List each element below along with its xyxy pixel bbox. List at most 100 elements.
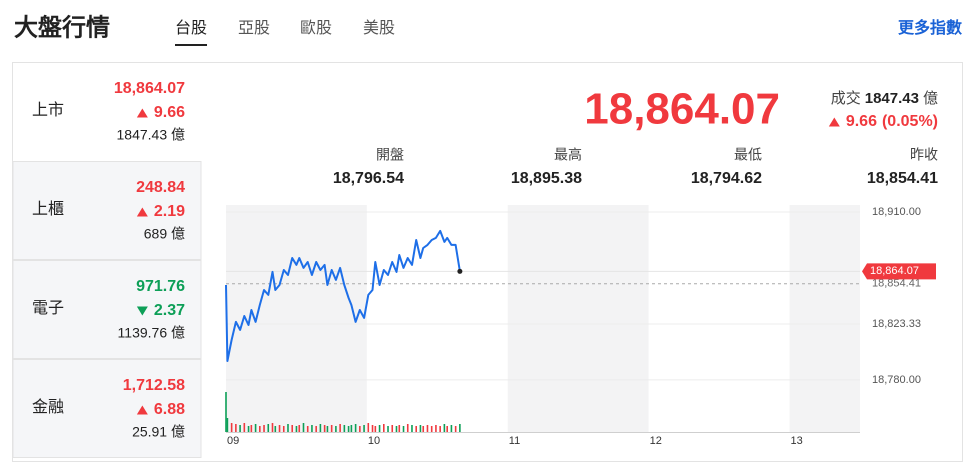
volume-bar [347, 426, 350, 432]
tab[interactable]: 亞股 [238, 19, 270, 37]
index-price: 248.84 [136, 179, 185, 196]
volume-value: 1847.43 [865, 90, 919, 107]
volume-bar [302, 423, 305, 432]
change-triangle [136, 405, 148, 415]
change-value: 9.66 [846, 113, 877, 130]
volume-bar [339, 424, 341, 432]
index-name: 上櫃 [32, 200, 64, 218]
volume-bar [363, 425, 365, 432]
volume-bar [295, 426, 298, 432]
day-band [366, 205, 508, 432]
stat-label: 最低 [734, 147, 762, 163]
volume-bar [350, 425, 353, 432]
tab[interactable]: 美股 [363, 19, 395, 37]
stat-label: 開盤 [376, 147, 404, 163]
volume-bar [359, 426, 361, 432]
volume-bar [274, 426, 277, 432]
volume-bar [315, 426, 317, 432]
change-triangle [828, 117, 840, 127]
stat-value: 18,895.38 [511, 170, 582, 187]
prev-close-label: 18,854.41 [872, 278, 921, 290]
change-triangle [136, 306, 148, 316]
volume-bar [330, 425, 333, 432]
volume-bar [378, 425, 381, 432]
volume-bar [230, 423, 233, 432]
volume-label: 成交 [831, 89, 861, 107]
volume-bar [271, 423, 274, 432]
volume-bar [250, 425, 253, 432]
volume-bar [459, 424, 461, 432]
index-name: 上市 [32, 101, 64, 119]
volume-unit: 億 [923, 90, 938, 107]
y-tick-label: 18,823.33 [872, 318, 921, 330]
y-tick-label: 18,910.00 [872, 206, 921, 218]
volume-bar [291, 425, 294, 432]
tab[interactable]: 台股 [175, 19, 207, 37]
sidebar-row[interactable] [12, 260, 202, 359]
volume-bar [395, 426, 398, 432]
volume-bar [282, 426, 285, 432]
volume-bar [306, 426, 309, 432]
volume-bar [323, 425, 326, 432]
volume-bar [374, 426, 377, 432]
more-link[interactable]: 更多指數 [898, 18, 962, 37]
volume-bar [443, 424, 446, 432]
index-change: 2.37 [154, 302, 185, 319]
index-name: 金融 [32, 398, 64, 416]
volume-bar [430, 426, 433, 432]
x-tick-label: 12 [650, 435, 662, 447]
volume-bar [326, 426, 329, 432]
index-price: 18,864.07 [114, 80, 185, 97]
volume-bar [422, 426, 425, 432]
index-change: 6.88 [154, 401, 185, 418]
change-pct: (0.05%) [882, 113, 938, 130]
sidebar-row[interactable] [12, 161, 202, 260]
volume-bar [367, 423, 370, 432]
quote-volume: 成交 1847.43 億 [831, 89, 938, 107]
index-change: 9.66 [154, 104, 185, 121]
last-price-label: 18,864.07 [870, 265, 919, 277]
volume-bar [402, 426, 405, 432]
index-volume: 1847.43 億 [117, 127, 186, 143]
index-price: 1,712.58 [123, 377, 185, 394]
day-band [226, 205, 367, 432]
sidebar-row[interactable] [12, 359, 202, 458]
volume-bar [446, 426, 448, 432]
change-triangle [136, 108, 148, 118]
sidebar-row-selected[interactable] [13, 63, 201, 160]
volume-bar [371, 425, 374, 432]
volume-bar [411, 425, 413, 432]
volume-bar [435, 425, 437, 432]
tab[interactable]: 歐股 [300, 19, 332, 37]
index-volume: 1139.76 億 [118, 325, 185, 341]
volume-bar [454, 426, 457, 432]
volume-bar [426, 425, 429, 432]
volume-bar [398, 425, 401, 432]
day-band [789, 205, 860, 432]
volume-bar [415, 426, 417, 432]
volume-bar [226, 418, 229, 432]
page-title: 大盤行情 [14, 13, 110, 41]
day-band [507, 205, 649, 432]
price-line [225, 229, 461, 362]
index-name: 電子 [32, 299, 64, 317]
volume-bar [278, 425, 281, 432]
tab-underline [175, 44, 208, 46]
volume-bar [247, 426, 250, 432]
index-change: 2.19 [154, 203, 185, 220]
volume-bar [319, 424, 322, 432]
volume-bar [267, 424, 270, 432]
volume-bar [235, 424, 237, 432]
volume-bar [263, 425, 265, 432]
stat-label: 昨收 [910, 147, 938, 163]
volume-bar [354, 424, 357, 432]
quote-price: 18,864.07 [584, 85, 780, 134]
volume-bar [243, 423, 246, 432]
volume-bar [311, 425, 313, 432]
volume-bar [287, 424, 289, 432]
x-tick-label: 11 [509, 435, 520, 447]
volume-bar [239, 425, 241, 432]
volume-bar [343, 425, 346, 432]
stat-label: 最高 [554, 147, 582, 163]
